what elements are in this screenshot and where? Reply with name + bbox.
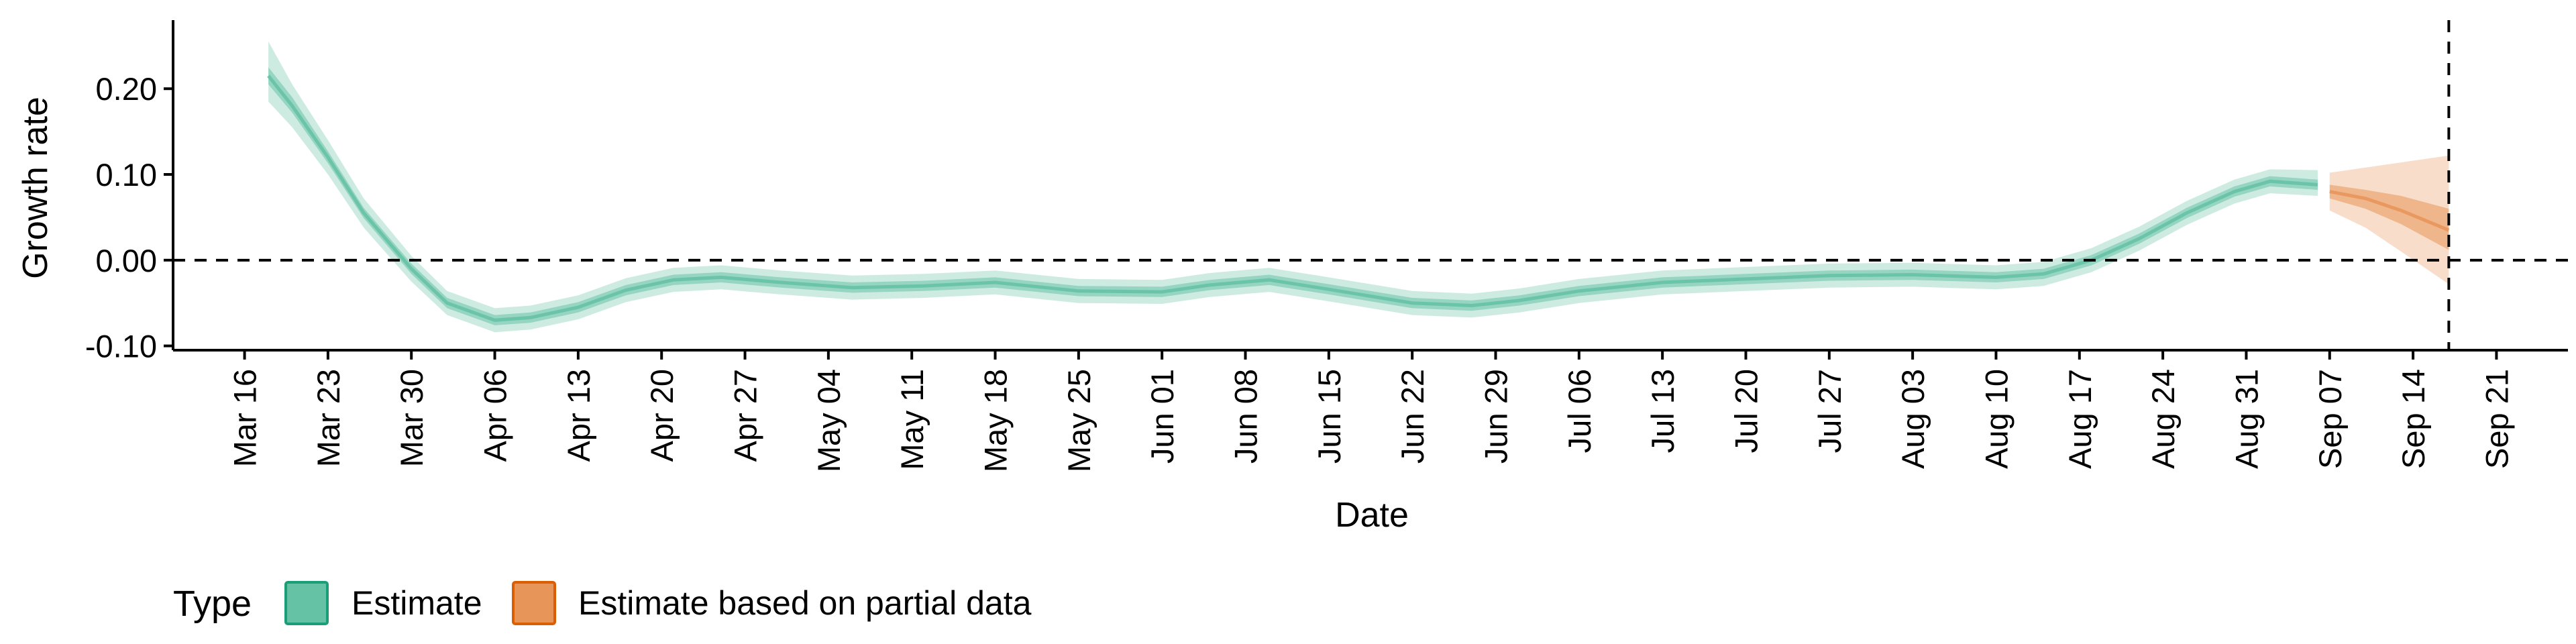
x-tick-label: Jul 27 (1812, 369, 1847, 453)
legend-label-estimate: Estimate (352, 584, 482, 622)
x-axis-title: Date (1335, 496, 1409, 535)
band-90-estimate (268, 41, 2318, 333)
y-tick-label: -0.10 (85, 329, 157, 364)
x-tick-label: May 04 (811, 369, 847, 472)
x-tick-label: Jun 22 (1395, 369, 1430, 464)
x-tick-label: Jul 06 (1562, 369, 1597, 453)
legend: Type Estimate Estimate based on partial … (173, 581, 1032, 625)
plot-bands (268, 41, 2449, 333)
x-tick-label: Sep 21 (2479, 369, 2514, 469)
y-tick-label: 0.10 (96, 157, 157, 193)
band-50-partial (2329, 184, 2449, 250)
x-tick-labels: Mar 16 Mar 23 Mar 30 Apr 06 Apr 13 Apr 20 Apr … (227, 369, 2515, 472)
x-tick-label: Jun 08 (1228, 369, 1264, 464)
y-tick-labels: 0.20 0.10 0.00 -0.10 (85, 71, 157, 364)
legend-swatch-estimate (284, 581, 329, 625)
x-tick-label: Jun 29 (1479, 369, 1514, 464)
series-line-partial (2329, 190, 2450, 232)
x-tick-label: May 11 (894, 369, 930, 470)
x-tick-label: May 25 (1061, 369, 1097, 472)
x-tick-label: Mar 30 (394, 369, 429, 467)
x-tick-label: Sep 14 (2396, 369, 2431, 469)
band-90-partial (2329, 155, 2449, 284)
x-tick-label: Aug 24 (2145, 369, 2181, 469)
y-tick-label: 0.20 (96, 71, 157, 107)
x-tick-label: Apr 06 (478, 369, 513, 462)
x-tick-label: Aug 10 (1979, 369, 2015, 469)
x-tick-label: Mar 23 (311, 369, 346, 467)
x-tick-label: Jul 20 (1729, 369, 1764, 453)
x-tick-label: Sep 07 (2312, 369, 2348, 469)
x-tick-label: Jun 01 (1144, 369, 1180, 464)
legend-title: Type (173, 584, 252, 624)
axes (164, 20, 2568, 360)
x-tick-label: Aug 17 (2062, 369, 2098, 469)
x-tick-label: May 18 (978, 369, 1014, 472)
x-tick-label: Mar 16 (227, 369, 263, 467)
x-tick-label: Apr 13 (561, 369, 596, 462)
x-tick-label: Jun 15 (1311, 369, 1347, 464)
x-tick-label: Jul 13 (1645, 369, 1680, 453)
plot-lines (267, 74, 2450, 322)
series-line-estimate (267, 74, 2318, 322)
legend-swatch-partial (512, 581, 556, 625)
x-tick-label: Apr 27 (728, 369, 763, 462)
x-tick-label: Apr 20 (644, 369, 680, 462)
x-tick-label: Aug 31 (2229, 369, 2264, 469)
x-tick-label: Aug 03 (1895, 369, 1931, 469)
legend-label-partial: Estimate based on partial data (578, 584, 1032, 622)
y-axis-title: Growth rate (16, 97, 55, 279)
y-tick-label: 0.00 (96, 243, 157, 278)
